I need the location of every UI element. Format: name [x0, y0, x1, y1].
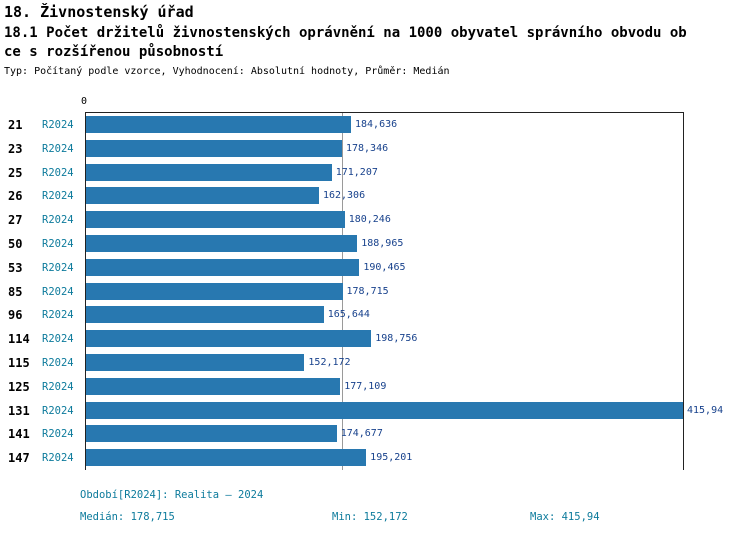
row-series-label: R2024	[42, 142, 74, 155]
chart-meta-info: Typ: Počítaný podle vzorce, Vyhodnocení:…	[4, 66, 450, 77]
bar	[86, 401, 683, 419]
chart-row: 23 R2024 178,346	[0, 137, 750, 161]
row-series-label: R2024	[42, 452, 74, 465]
bar-value-label: 190,465	[363, 261, 406, 273]
bar	[86, 377, 341, 395]
bar	[86, 425, 337, 443]
bar	[86, 449, 367, 467]
bar-value-label: 162,306	[322, 190, 366, 202]
y-axis-line	[85, 112, 86, 470]
row-category-label: 50	[8, 237, 23, 251]
page-title: 18. Živnostenský úřad	[4, 3, 194, 21]
row-series-label: R2024	[42, 309, 74, 322]
chart-row: 27 R2024 180,246	[0, 208, 750, 232]
footer-max-label: Max: 415,94	[530, 511, 600, 523]
x-axis-zero-tick-label: 0	[81, 96, 88, 107]
row-series-label: R2024	[42, 285, 74, 298]
bar	[86, 163, 332, 181]
row-series-label: R2024	[42, 214, 74, 227]
bar-value-label: 171,207	[335, 166, 378, 178]
chart-row: 26 R2024 162,306	[0, 184, 750, 208]
row-category-label: 27	[8, 213, 23, 228]
bar-value-label: 152,172	[308, 357, 351, 368]
bar	[86, 354, 305, 371]
bar-value-label: 178,346	[345, 142, 389, 154]
bar	[86, 282, 343, 300]
row-series-label: R2024	[42, 261, 74, 274]
bar	[86, 211, 345, 229]
chart-row: 50 R2024 188,965	[0, 232, 750, 256]
bar	[86, 187, 319, 205]
row-category-label: 131	[8, 403, 30, 418]
row-category-label: 23	[8, 141, 23, 156]
bar-value-label: 177,109	[344, 380, 387, 392]
bar-value-label: 195,201	[370, 452, 413, 464]
row-series-label: R2024	[42, 190, 74, 203]
row-series-label: R2024	[42, 166, 74, 179]
chart-row: 115 R2024 152,172	[0, 351, 750, 375]
chart-row: 131 R2024 415,94	[0, 399, 750, 423]
row-series-label: R2024	[42, 428, 74, 441]
bar	[86, 306, 324, 324]
row-series-label: R2024	[42, 238, 74, 250]
footer-median-label: Medián: 178,715	[80, 511, 175, 523]
chart-subtitle-line2: ce s rozšířenou působností	[4, 44, 224, 60]
chart-row: 125 R2024 177,109	[0, 375, 750, 399]
chart-row: 25 R2024 171,207	[0, 161, 750, 185]
bar-value-label: 415,94	[687, 404, 724, 416]
row-category-label: 147	[8, 451, 30, 466]
bar-value-label: 165,644	[327, 309, 370, 321]
chart-row: 21 R2024 184,636	[0, 113, 750, 137]
row-category-label: 114	[8, 332, 30, 347]
bar-value-label: 198,756	[375, 333, 418, 345]
footer-min-label: Min: 152,172	[332, 511, 408, 523]
bar	[86, 258, 360, 276]
row-series-label: R2024	[42, 333, 74, 346]
bar	[86, 116, 351, 133]
bar	[86, 139, 342, 157]
chart-row: 147 R2024 195,201	[0, 446, 750, 470]
row-category-label: 26	[8, 189, 23, 204]
bar-value-label: 174,677	[340, 428, 383, 440]
bar	[86, 235, 358, 252]
row-category-label: 115	[8, 356, 30, 370]
row-category-label: 96	[8, 308, 23, 323]
chart-right-border	[683, 112, 684, 470]
row-series-label: R2024	[42, 404, 74, 417]
bar-value-label: 184,636	[355, 119, 398, 130]
row-category-label: 141	[8, 427, 30, 442]
chart-row: 85 R2024 178,715	[0, 280, 750, 304]
row-category-label: 25	[8, 165, 23, 180]
row-category-label: 85	[8, 284, 23, 299]
bar	[86, 330, 372, 348]
row-category-label: 125	[8, 379, 30, 394]
chart-row: 96 R2024 165,644	[0, 303, 750, 327]
row-category-label: 53	[8, 260, 23, 275]
row-series-label: R2024	[42, 357, 74, 369]
chart-row: 141 R2024 174,677	[0, 422, 750, 446]
row-series-label: R2024	[42, 380, 74, 393]
bar-value-label: 180,246	[348, 214, 391, 226]
chart-subtitle-line1: 18.1 Počet držitelů živnostenských opráv…	[4, 25, 687, 41]
row-category-label: 21	[8, 118, 23, 132]
footer-period-label: Období[R2024]: Realita – 2024	[80, 489, 264, 501]
chart-row: 53 R2024 190,465	[0, 256, 750, 280]
chart-top-border	[85, 112, 683, 113]
row-series-label: R2024	[42, 119, 74, 131]
bar-value-label: 188,965	[361, 238, 404, 249]
chart-row: 114 R2024 198,756	[0, 327, 750, 351]
bar-value-label: 178,715	[346, 285, 389, 297]
